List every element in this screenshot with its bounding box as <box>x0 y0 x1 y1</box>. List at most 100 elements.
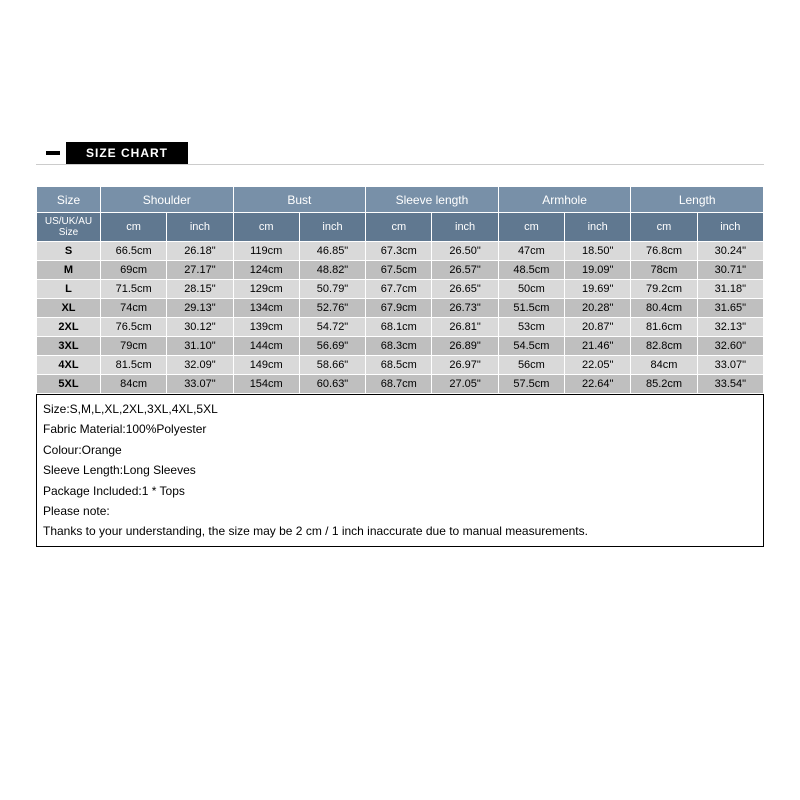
description-line: Package Included:1 * Tops <box>43 481 757 501</box>
header-group-cell: Bust <box>233 187 366 213</box>
header-unit-cell: inch <box>167 213 233 242</box>
measure-cell: 67.5cm <box>366 261 432 280</box>
measure-cell: 33.07" <box>697 356 763 375</box>
measure-cell: 68.5cm <box>366 356 432 375</box>
size-chart-table: SizeShoulderBustSleeve lengthArmholeLeng… <box>36 186 764 394</box>
header-unit-cell: cm <box>233 213 299 242</box>
measure-cell: 68.3cm <box>366 337 432 356</box>
measure-cell: 21.46" <box>565 337 631 356</box>
measure-cell: 50.79" <box>299 280 365 299</box>
measure-cell: 54.5cm <box>498 337 564 356</box>
header-group-cell: Sleeve length <box>366 187 499 213</box>
description-line: Fabric Material:100%Polyester <box>43 419 757 439</box>
measure-cell: 56cm <box>498 356 564 375</box>
header-unit-cell: cm <box>631 213 697 242</box>
measure-cell: 31.10" <box>167 337 233 356</box>
table-row: L71.5cm28.15"129cm50.79"67.7cm26.65"50cm… <box>37 280 764 299</box>
measure-cell: 66.5cm <box>100 242 166 261</box>
size-table-body: S66.5cm26.18"119cm46.85"67.3cm26.50"47cm… <box>37 242 764 394</box>
measure-cell: 81.5cm <box>100 356 166 375</box>
measure-cell: 84cm <box>631 356 697 375</box>
description-line: Size:S,M,L,XL,2XL,3XL,4XL,5XL <box>43 399 757 419</box>
measure-cell: 30.71" <box>697 261 763 280</box>
table-row: S66.5cm26.18"119cm46.85"67.3cm26.50"47cm… <box>37 242 764 261</box>
measure-cell: 33.54" <box>697 375 763 394</box>
header-group-cell: Shoulder <box>100 187 233 213</box>
measure-cell: 29.13" <box>167 299 233 318</box>
table-row: 2XL76.5cm30.12"139cm54.72"68.1cm26.81"53… <box>37 318 764 337</box>
measure-cell: 69cm <box>100 261 166 280</box>
measure-cell: 53cm <box>498 318 564 337</box>
description-box: Size:S,M,L,XL,2XL,3XL,4XL,5XLFabric Mate… <box>36 394 764 547</box>
size-cell: XL <box>37 299 101 318</box>
header-row-units: US/UK/AUSizecminchcminchcminchcminchcmin… <box>37 213 764 242</box>
measure-cell: 149cm <box>233 356 299 375</box>
table-row: 5XL84cm33.07"154cm60.63"68.7cm27.05"57.5… <box>37 375 764 394</box>
description-line: Please note: <box>43 501 757 521</box>
measure-cell: 18.50" <box>565 242 631 261</box>
measure-cell: 68.1cm <box>366 318 432 337</box>
table-row: 4XL81.5cm32.09"149cm58.66"68.5cm26.97"56… <box>37 356 764 375</box>
header-unit-cell: inch <box>697 213 763 242</box>
size-cell: 4XL <box>37 356 101 375</box>
measure-cell: 31.18" <box>697 280 763 299</box>
measure-cell: 67.9cm <box>366 299 432 318</box>
measure-cell: 19.69" <box>565 280 631 299</box>
measure-cell: 48.5cm <box>498 261 564 280</box>
measure-cell: 26.81" <box>432 318 498 337</box>
header-unit-cell: inch <box>299 213 365 242</box>
size-chart-badge: SIZE CHART <box>66 142 188 164</box>
measure-cell: 67.3cm <box>366 242 432 261</box>
measure-cell: 30.24" <box>697 242 763 261</box>
description-line: Thanks to your understanding, the size m… <box>43 521 757 541</box>
header-unit-cell: US/UK/AUSize <box>37 213 101 242</box>
measure-cell: 26.65" <box>432 280 498 299</box>
measure-cell: 57.5cm <box>498 375 564 394</box>
measure-cell: 27.17" <box>167 261 233 280</box>
measure-cell: 68.7cm <box>366 375 432 394</box>
measure-cell: 30.12" <box>167 318 233 337</box>
measure-cell: 50cm <box>498 280 564 299</box>
measure-cell: 119cm <box>233 242 299 261</box>
measure-cell: 20.87" <box>565 318 631 337</box>
measure-cell: 79.2cm <box>631 280 697 299</box>
measure-cell: 26.18" <box>167 242 233 261</box>
description-line: Colour:Orange <box>43 440 757 460</box>
measure-cell: 32.09" <box>167 356 233 375</box>
measure-cell: 28.15" <box>167 280 233 299</box>
measure-cell: 46.85" <box>299 242 365 261</box>
table-row: 3XL79cm31.10"144cm56.69"68.3cm26.89"54.5… <box>37 337 764 356</box>
size-cell: L <box>37 280 101 299</box>
measure-cell: 139cm <box>233 318 299 337</box>
measure-cell: 78cm <box>631 261 697 280</box>
divider-line <box>36 164 764 165</box>
size-cell: M <box>37 261 101 280</box>
table-row: M69cm27.17"124cm48.82"67.5cm26.57"48.5cm… <box>37 261 764 280</box>
measure-cell: 26.89" <box>432 337 498 356</box>
header-unit-cell: cm <box>498 213 564 242</box>
measure-cell: 124cm <box>233 261 299 280</box>
measure-cell: 144cm <box>233 337 299 356</box>
header-unit-cell: cm <box>100 213 166 242</box>
measure-cell: 19.09" <box>565 261 631 280</box>
measure-cell: 60.63" <box>299 375 365 394</box>
measure-cell: 71.5cm <box>100 280 166 299</box>
measure-cell: 26.57" <box>432 261 498 280</box>
measure-cell: 47cm <box>498 242 564 261</box>
badge-dash <box>46 151 60 155</box>
measure-cell: 32.60" <box>697 337 763 356</box>
measure-cell: 74cm <box>100 299 166 318</box>
size-cell: 5XL <box>37 375 101 394</box>
measure-cell: 134cm <box>233 299 299 318</box>
size-cell: 3XL <box>37 337 101 356</box>
header-row-groups: SizeShoulderBustSleeve lengthArmholeLeng… <box>37 187 764 213</box>
measure-cell: 54.72" <box>299 318 365 337</box>
measure-cell: 58.66" <box>299 356 365 375</box>
measure-cell: 32.13" <box>697 318 763 337</box>
header-unit-cell: cm <box>366 213 432 242</box>
measure-cell: 56.69" <box>299 337 365 356</box>
measure-cell: 67.7cm <box>366 280 432 299</box>
measure-cell: 22.05" <box>565 356 631 375</box>
size-cell: S <box>37 242 101 261</box>
header-unit-cell: inch <box>565 213 631 242</box>
